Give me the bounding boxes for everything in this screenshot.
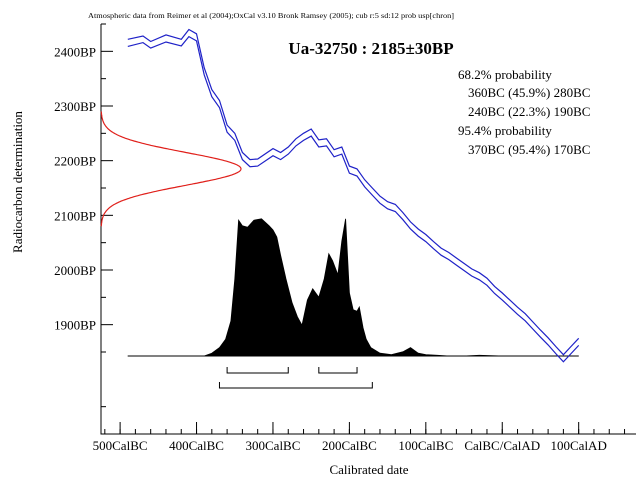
calibration-curve-upper	[127, 28, 580, 356]
posterior-distribution	[127, 218, 579, 357]
y-tick-label: 2300BP	[54, 99, 96, 114]
x-tick-label: 100CalAD	[551, 438, 607, 453]
y-tick-label: 2200BP	[54, 154, 96, 169]
y-tick-label: 2400BP	[54, 44, 96, 59]
y-tick-label: 2000BP	[54, 263, 96, 278]
x-tick-label: CalBC/CalAD	[464, 438, 540, 453]
probability-summary: 68.2% probability 360BC (45.9%) 280BC 24…	[458, 67, 590, 157]
probability-line-4: 95.4% probability	[458, 123, 552, 138]
calibration-curve-lower	[127, 35, 580, 363]
probability-line-3: 240BC (22.3%) 190BC	[468, 104, 590, 119]
probability-range-brackets	[218, 367, 373, 389]
x-axis-minor-ticks	[104, 429, 626, 434]
probability-line-1: 68.2% probability	[458, 67, 552, 82]
x-axis-ticks: 500CalBC 400CalBC 300CalBC 200CalBC 100CalBC…	[93, 422, 607, 453]
x-tick-label: 400CalBC	[169, 438, 224, 453]
x-tick-label: 300CalBC	[246, 438, 301, 453]
probability-line-5: 370BC (95.4%) 170BC	[468, 142, 590, 157]
x-tick-label: 100CalBC	[398, 438, 453, 453]
y-axis-ticks: 2400BP 2300BP 2200BP 2100BP 2000BP 1900BP	[54, 23, 113, 408]
range-68-bracket	[318, 367, 358, 374]
range-68-bracket	[226, 367, 289, 374]
chart-title: Ua-32750 : 2185±30BP	[288, 39, 453, 58]
probability-line-2: 360BC (45.9%) 280BC	[468, 85, 590, 100]
x-tick-label: 500CalBC	[93, 438, 148, 453]
x-axis-label: Calibrated date	[329, 462, 408, 477]
y-tick-label: 2100BP	[54, 208, 96, 223]
x-tick-label: 200CalBC	[322, 438, 377, 453]
source-note: Atmospheric data from Reimer et al (2004…	[88, 11, 454, 20]
range-95-bracket	[218, 382, 373, 389]
measurement-distribution	[100, 111, 242, 227]
y-tick-label: 1900BP	[54, 318, 96, 333]
y-axis-label: Radiocarbon determination	[10, 111, 25, 253]
